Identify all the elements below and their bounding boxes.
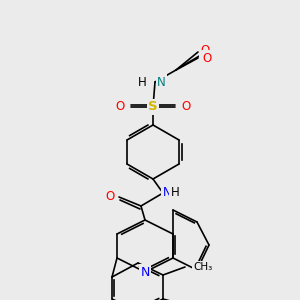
Text: H: H: [138, 76, 147, 88]
Text: N: N: [140, 266, 150, 278]
Text: N: N: [163, 187, 171, 200]
Text: N: N: [157, 76, 166, 88]
Text: S: S: [148, 100, 158, 113]
Text: CH₃: CH₃: [193, 262, 212, 272]
Text: O: O: [202, 52, 211, 64]
Text: H: H: [171, 187, 179, 200]
Text: O: O: [105, 190, 115, 203]
Text: O: O: [116, 100, 124, 113]
Text: O: O: [200, 44, 210, 56]
Text: O: O: [182, 100, 190, 113]
